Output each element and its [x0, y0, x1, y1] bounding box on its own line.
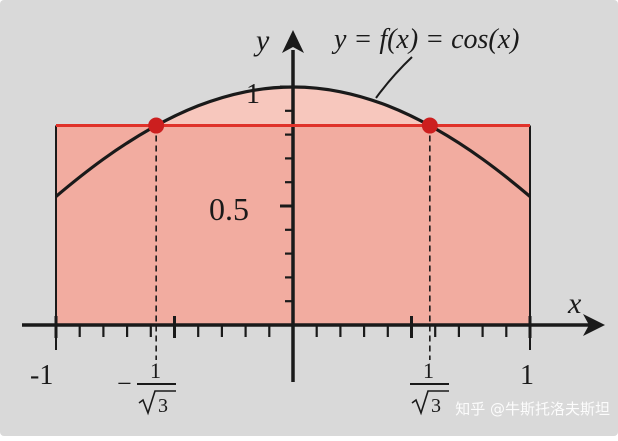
x-node-pos-radical [411, 390, 449, 416]
x-node-minus-sign: − [117, 369, 132, 398]
x-axis-arrow [583, 314, 605, 336]
gauss-point-right [421, 117, 438, 134]
watermark: 知乎 @牛斯托洛夫斯坦 [455, 400, 610, 418]
x-node-neg-numerator: 1 [150, 358, 161, 383]
x-node-pos-numerator: 1 [423, 358, 434, 383]
x-axis-label: x [567, 287, 582, 320]
gauss-point-left [148, 117, 165, 134]
x-tick-label-pos1: 1 [520, 360, 534, 391]
equation-label: y = f(x) = cos(x) [331, 24, 519, 55]
y-axis-label: y [253, 24, 270, 57]
x-node-label-positive: 1 3 [410, 358, 449, 417]
y-axis-arrow [282, 30, 304, 53]
equation-leader [375, 56, 413, 99]
x-tick-label-neg1: -1 [30, 360, 53, 391]
y-tick-label-half: 0.5 [209, 191, 249, 227]
x-node-neg-radical [138, 390, 176, 416]
cos-curve [54, 85, 532, 198]
y-tick-label-1: 1 [246, 79, 260, 110]
x-node-label-negative: − 1 3 [117, 358, 176, 417]
x-node-neg-denominator: 3 [158, 395, 168, 417]
x-node-pos-denominator: 3 [431, 395, 441, 417]
